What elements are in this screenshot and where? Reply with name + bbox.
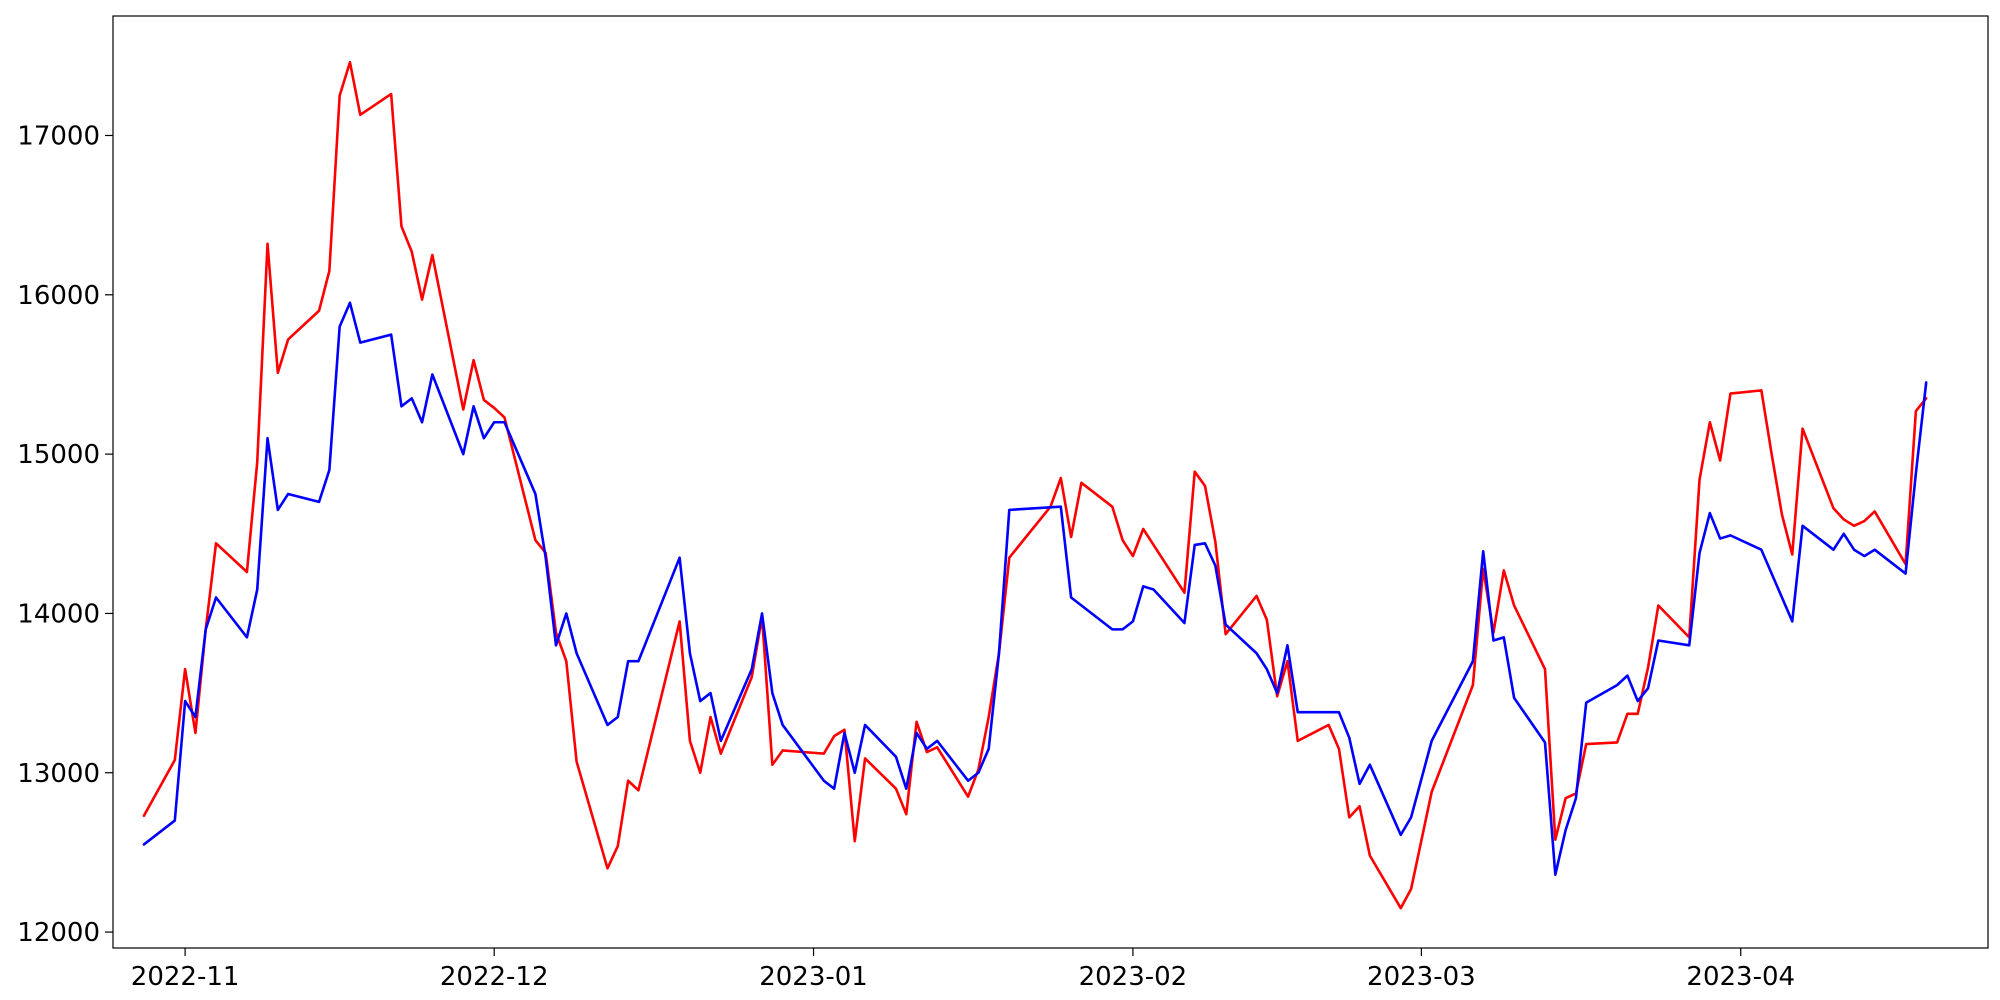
series-layer bbox=[142, 60, 1928, 910]
x-tick-label: 2023-02 bbox=[1079, 962, 1188, 992]
y-tick-label: 17000 bbox=[17, 121, 100, 151]
x-tick-label: 2023-04 bbox=[1686, 962, 1795, 992]
y-tick-label: 15000 bbox=[17, 440, 100, 470]
x-tick-label: 2022-11 bbox=[131, 962, 240, 992]
y-tick-label: 12000 bbox=[17, 918, 100, 948]
y-tick-label: 13000 bbox=[17, 759, 100, 789]
x-tick-label: 2023-01 bbox=[759, 962, 868, 992]
x-tick-label: 2022-12 bbox=[440, 962, 549, 992]
plot-area-frame bbox=[112, 15, 1989, 949]
y-tick-label: 16000 bbox=[17, 281, 100, 311]
series-line-1 bbox=[142, 60, 1928, 910]
x-axis: 2022-11 2022-12 2023-01 2023-02 2023-03 2023-… bbox=[131, 948, 1795, 992]
y-axis: 12000 13000 14000 15000 16000 17000 bbox=[17, 121, 113, 948]
y-tick-label: 14000 bbox=[17, 599, 100, 629]
series-line-2 bbox=[142, 301, 1928, 877]
x-tick-label: 2023-03 bbox=[1367, 962, 1476, 992]
